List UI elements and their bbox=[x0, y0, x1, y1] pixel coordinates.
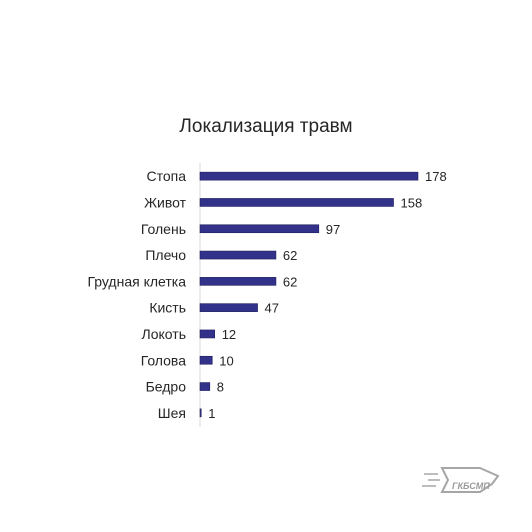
category-label: Локоть bbox=[142, 326, 186, 342]
logo-arrow-icon bbox=[440, 467, 500, 493]
bar bbox=[199, 171, 419, 181]
bar bbox=[199, 277, 277, 286]
logo-text: ГКБСМП bbox=[452, 481, 490, 491]
data-label: 158 bbox=[401, 195, 423, 210]
category-label: Кисть bbox=[149, 300, 186, 316]
category-label: Живот bbox=[144, 194, 187, 210]
bar bbox=[199, 198, 394, 207]
category-label: Голова bbox=[141, 352, 187, 368]
category-label: Стопа bbox=[146, 168, 186, 184]
category-label: Грудная клетка bbox=[87, 273, 186, 289]
category-label: Голень bbox=[141, 221, 186, 237]
hospital-logo: ГКБСМП bbox=[422, 467, 500, 493]
bar bbox=[199, 250, 277, 260]
data-label: 47 bbox=[265, 301, 279, 316]
bars-group: Стопа 178 Живот 158 Голень 97 Плечо 62 Грудная к… bbox=[87, 168, 446, 421]
category-label: Плечо bbox=[145, 247, 186, 263]
data-label: 12 bbox=[222, 327, 236, 342]
bar bbox=[199, 408, 202, 418]
data-label: 10 bbox=[219, 353, 233, 368]
category-label: Шея bbox=[158, 405, 186, 421]
category-label: Бедро bbox=[146, 379, 187, 395]
data-label: 97 bbox=[326, 222, 340, 237]
bar bbox=[199, 303, 258, 312]
bar bbox=[199, 329, 215, 339]
data-label: 178 bbox=[425, 169, 447, 184]
bar bbox=[199, 355, 213, 365]
bar bbox=[199, 224, 320, 234]
data-label: 1 bbox=[208, 406, 215, 421]
chart-title: Локализация травм bbox=[179, 116, 352, 137]
data-label: 62 bbox=[283, 248, 297, 263]
bar bbox=[199, 382, 211, 391]
data-label: 8 bbox=[217, 380, 224, 395]
data-label: 62 bbox=[283, 274, 297, 289]
